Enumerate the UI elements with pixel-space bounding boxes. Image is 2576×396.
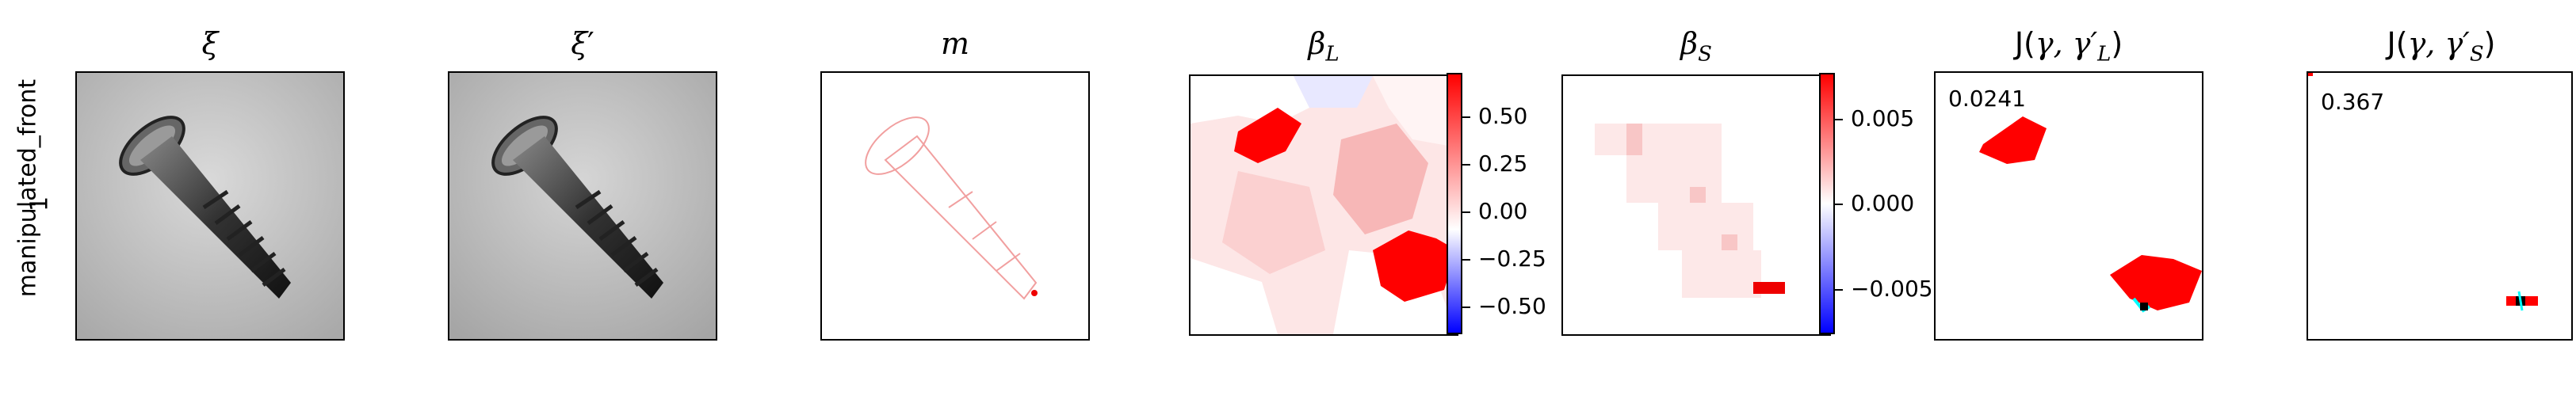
beta-s-heatmap: [1563, 76, 1829, 334]
colorbar-tick: 0.000: [1851, 190, 1915, 216]
screw-image-original: [77, 73, 343, 339]
image-panel-xi: [75, 71, 345, 341]
colorbar-tick: 0.00: [1478, 198, 1528, 224]
colorbar-tick: 0.005: [1851, 105, 1915, 131]
score-j-l: 0.0241: [1948, 86, 2026, 112]
screw-image-manipulated: [449, 73, 716, 339]
row-label-line2: 1: [25, 196, 54, 212]
colorbar-tick: −0.005: [1851, 276, 1933, 302]
colorbar-beta-s: [1819, 73, 1835, 334]
heatmap-panel-beta-l: [1189, 74, 1458, 336]
beta-l-heatmap: [1191, 76, 1457, 334]
overlap-panel-j-l: [1934, 71, 2203, 341]
j-l-overlap-map: [1936, 73, 2202, 339]
colorbar-tick: −0.25: [1478, 246, 1546, 272]
panel-title-xi: ξ: [201, 26, 219, 61]
row-label: manipulated_front 1: [0, 71, 63, 341]
mask-image: [822, 73, 1088, 339]
j-s-overlap-map: [2308, 73, 2571, 339]
heatmap-panel-beta-s: [1561, 74, 1831, 336]
colorbar-beta-l: [1447, 73, 1462, 334]
panel-title-j-l: J(γ, γ′L): [2014, 26, 2123, 67]
score-j-s: 0.367: [2321, 89, 2385, 115]
colorbar-tick: −0.50: [1478, 293, 1546, 319]
overlap-panel-j-s: [2307, 71, 2573, 341]
panel-title-beta-s: βS: [1680, 26, 1712, 67]
panel-title-xi-prime: ξ′: [571, 26, 594, 61]
image-panel-mask: [820, 71, 1090, 341]
panel-title-m: m: [940, 26, 970, 61]
colorbar-tick: 0.50: [1478, 103, 1528, 129]
panel-title-beta-l: βL: [1308, 26, 1340, 67]
panel-title-j-s: J(γ, γ′S): [2387, 26, 2496, 67]
colorbar-tick: 0.25: [1478, 150, 1528, 177]
image-panel-xi-prime: [448, 71, 717, 341]
